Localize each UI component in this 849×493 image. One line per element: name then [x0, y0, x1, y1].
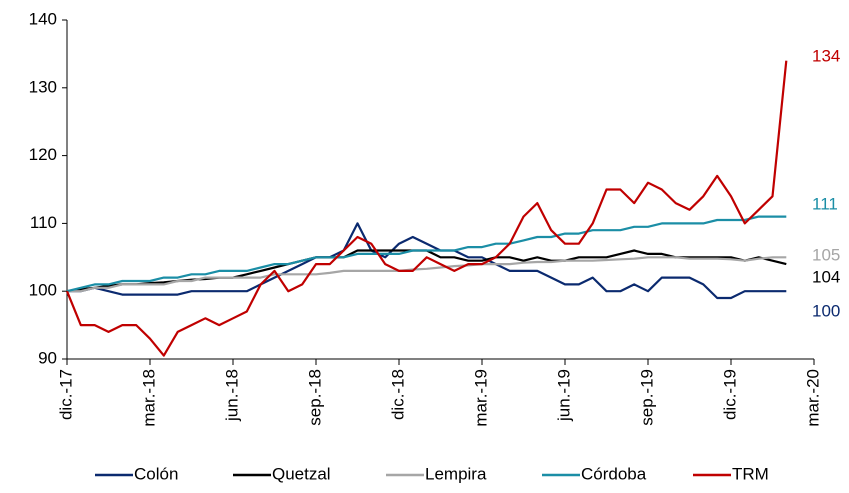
x-tick-label: sep.-18	[305, 369, 324, 426]
series-line	[66, 215, 787, 293]
legend-label: Quetzal	[272, 464, 331, 483]
end-label: 111	[812, 194, 838, 213]
series-line	[67, 222, 787, 300]
x-tick-label: jun.-19	[554, 369, 573, 422]
legend-label: Lempira	[425, 464, 487, 483]
x-tick-label: mar.-19	[471, 369, 490, 427]
y-tick-label: 90	[38, 348, 57, 367]
x-tick-label: dic.-18	[388, 369, 407, 420]
x-tick-label: jun.-18	[222, 369, 241, 422]
x-tick-label: mar.-20	[803, 369, 822, 427]
legend-label: Córdoba	[581, 464, 647, 483]
end-label: 105	[812, 245, 840, 264]
legend-label: Colón	[134, 464, 178, 483]
series-line	[65, 60, 788, 357]
x-tick-label: sep.-19	[637, 369, 656, 426]
y-tick-label: 100	[29, 281, 57, 300]
legend-label: TRM	[732, 464, 769, 483]
series-line	[67, 256, 787, 293]
y-tick-label: 140	[29, 9, 57, 28]
y-tick-label: 130	[29, 77, 57, 96]
x-tick-label: dic.-17	[56, 369, 75, 420]
x-tick-label: dic.-19	[720, 369, 739, 420]
x-tick-label: mar.-18	[139, 369, 158, 427]
end-label: 104	[812, 267, 840, 286]
end-label: 100	[812, 301, 840, 320]
y-tick-label: 120	[29, 145, 57, 164]
y-tick-label: 110	[30, 213, 57, 232]
end-label: 134	[812, 46, 840, 65]
